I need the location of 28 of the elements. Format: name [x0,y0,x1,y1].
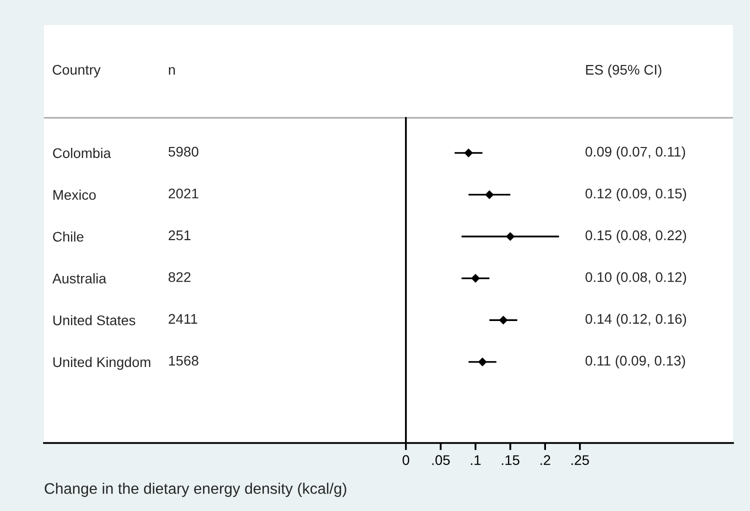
x-tick-label: .05 [432,455,450,466]
x-tick-label: .2 [540,455,550,465]
y-tick-label: Australia [52,273,106,284]
annotation: 0.10 (0.08, 0.12) [586,272,686,285]
annotation: 1568 [169,356,198,366]
annotation: 0.09 (0.07, 0.11) [586,146,686,160]
x-tick-label: .15 [502,455,520,466]
annotation: 822 [168,272,190,282]
annotation: 251 [168,230,190,240]
x-tick-label: 0 [402,455,410,466]
y-tick-label: United States [53,315,136,326]
text: n [168,67,175,75]
annotation: 5980 [168,146,198,157]
y-tick-label: Chile [53,231,84,242]
x-tick-label: .1 [470,455,481,465]
y-tick-label: Mexico [53,190,96,200]
y-tick-label: United Kingdom [53,356,150,370]
annotation: 0.15 (0.08, 0.22) [586,230,686,243]
annotation: 2411 [168,314,198,324]
annotation: 2021 [168,188,198,198]
annotation: 0.11 (0.09, 0.13) [586,355,686,368]
x-tick-label: .25 [572,455,589,466]
text: ES (95% CI) [586,64,662,78]
annotation: 0.12 (0.09, 0.15) [586,188,686,202]
annotation: 0.14 (0.12, 0.16) [586,314,686,327]
text: Country [52,64,101,78]
y-tick-label: Colombia [53,148,111,158]
x-axis-title: Change in the dietary energy density (kcal/g) [44,482,346,497]
